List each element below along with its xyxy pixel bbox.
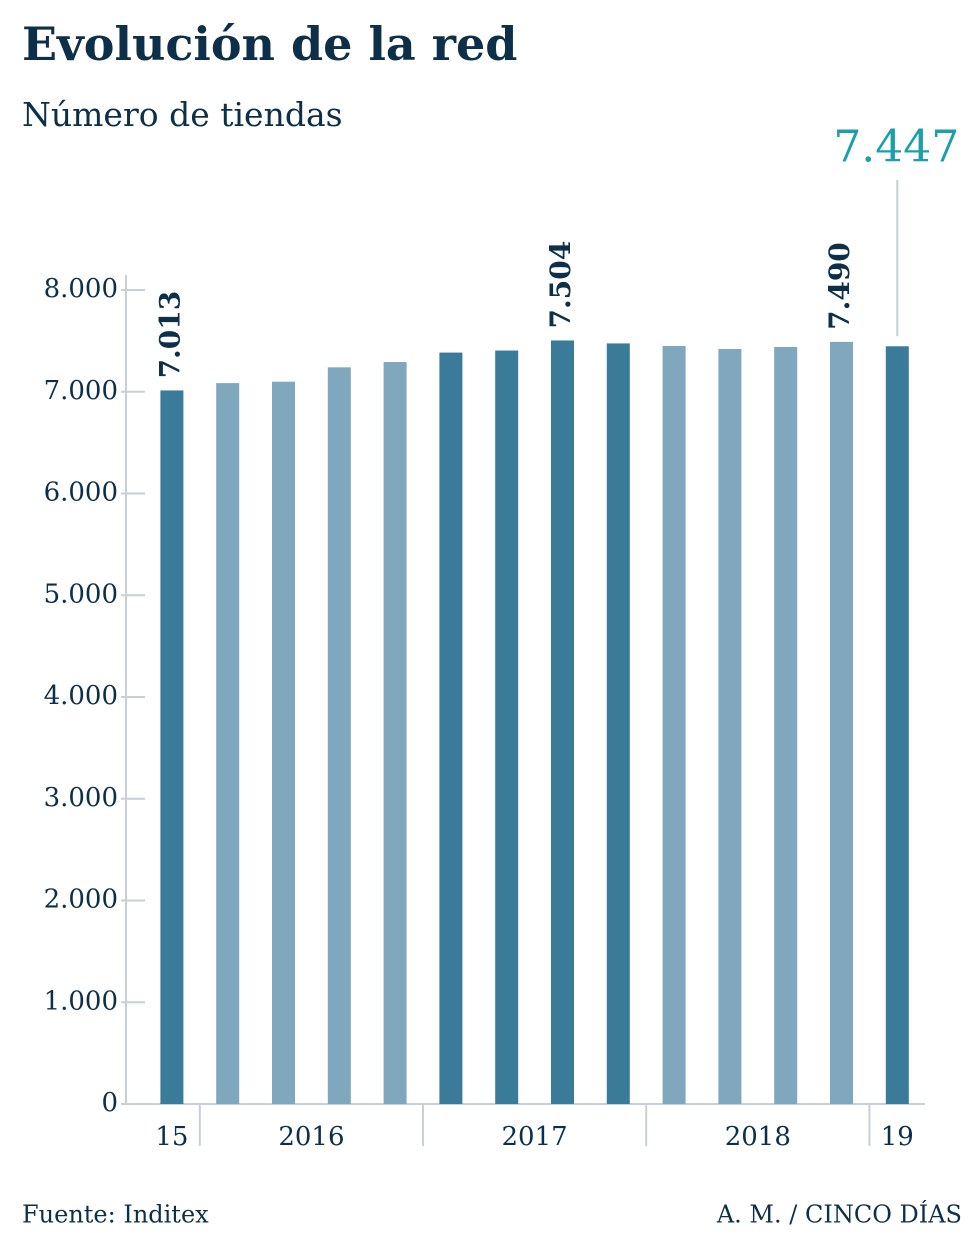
bar (606, 343, 630, 1104)
bar (885, 346, 909, 1104)
bar (495, 350, 519, 1104)
x-group-label: 19 (881, 1122, 914, 1152)
bar (160, 390, 184, 1104)
chart-subtitle: Número de tiendas (22, 95, 343, 134)
y-tick-label: 2.000 (44, 885, 118, 915)
bar (383, 362, 407, 1104)
chart-title: Evolución de la red (22, 17, 517, 71)
source: Fuente: Inditex (22, 1201, 209, 1229)
y-tick-label: 0 (101, 1088, 118, 1118)
bar (830, 341, 853, 1105)
y-tick-label: 6.000 (44, 478, 118, 508)
bar (272, 381, 295, 1104)
y-tick-label: 4.000 (44, 681, 118, 711)
bar (551, 340, 574, 1104)
y-tick-label: 1.000 (44, 986, 118, 1016)
x-group-label: 2018 (725, 1122, 791, 1152)
bar (216, 383, 240, 1104)
x-group-label: 15 (155, 1122, 188, 1152)
bar (662, 345, 686, 1104)
bar (774, 346, 798, 1105)
y-tick-label: 7.000 (44, 376, 118, 406)
value-label: 7.490 (823, 242, 856, 330)
value-label: 7.504 (544, 241, 577, 329)
bar (439, 352, 463, 1104)
y-tick-label: 5.000 (44, 579, 118, 609)
bar (327, 367, 351, 1105)
y-tick-label: 3.000 (44, 783, 118, 813)
credit: A. M. / CINCO DÍAS (716, 1200, 962, 1229)
value-label: 7.013 (153, 291, 186, 379)
bar (718, 349, 742, 1104)
y-tick-label: 8.000 (44, 274, 118, 304)
value-label: 7.447 (833, 122, 959, 173)
x-group-label: 2017 (502, 1122, 568, 1152)
x-group-label: 2016 (278, 1122, 344, 1152)
